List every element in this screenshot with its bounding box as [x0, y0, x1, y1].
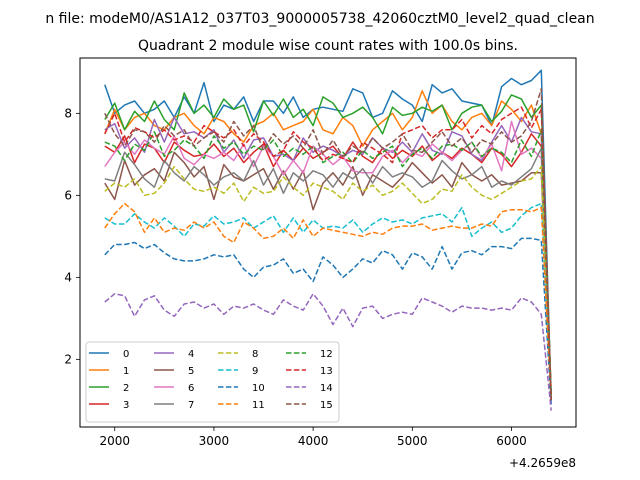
legend-label-13: 13 — [320, 366, 333, 377]
y-axis: 2 4 6 8 — [64, 106, 80, 366]
legend-label-7: 7 — [188, 400, 194, 411]
y-tick-label: 8 — [64, 106, 72, 120]
series-line-0 — [104, 69, 552, 401]
x-offset-label: +4.2659e8 — [509, 456, 576, 470]
legend-label-14: 14 — [320, 383, 333, 394]
legend-label-4: 4 — [188, 349, 194, 360]
series-layer — [104, 69, 552, 411]
x-tick-label: 5000 — [397, 434, 428, 448]
series-line-12 — [104, 129, 552, 397]
legend-label-2: 2 — [123, 383, 129, 394]
series-line-5 — [104, 151, 552, 401]
plot-area: 2000 3000 4000 5000 6000 2 4 6 8 +4.2659e8 — [64, 57, 577, 470]
series-line-2 — [104, 92, 552, 397]
legend-label-9: 9 — [252, 366, 258, 377]
x-tick-label: 4000 — [298, 434, 329, 448]
series-line-1 — [104, 90, 552, 393]
legend-label-1: 1 — [123, 366, 129, 377]
legend-label-3: 3 — [123, 400, 129, 411]
figure-suptitle: n file: modeM0/AS1A12_037T03_9000005738_… — [45, 11, 594, 27]
legend-label-0: 0 — [123, 349, 129, 360]
y-tick-label: 2 — [64, 352, 72, 366]
axes-frame — [79, 57, 577, 428]
legend-label-6: 6 — [188, 383, 194, 394]
legend-label-5: 5 — [188, 366, 194, 377]
legend-label-11: 11 — [252, 400, 265, 411]
x-tick-label: 6000 — [496, 434, 527, 448]
legend-label-8: 8 — [252, 349, 258, 360]
x-tick-label: 3000 — [199, 434, 230, 448]
legend-label-12: 12 — [320, 349, 333, 360]
series-line-15 — [104, 88, 552, 401]
series-line-8 — [104, 165, 552, 397]
series-line-14 — [104, 293, 552, 411]
series-line-10 — [104, 237, 552, 405]
y-tick-label: 4 — [64, 270, 72, 284]
series-line-9 — [104, 202, 552, 393]
series-line-13 — [104, 106, 552, 401]
x-axis: 2000 3000 4000 5000 6000 — [99, 427, 527, 448]
legend-label-15: 15 — [320, 400, 333, 411]
series-line-11 — [104, 202, 552, 401]
chart-title: Quadrant 2 module wise count rates with … — [138, 38, 518, 54]
x-tick-label: 2000 — [99, 434, 130, 448]
y-tick-label: 6 — [64, 188, 72, 202]
series-line-7 — [104, 147, 552, 401]
legend-box — [85, 341, 340, 423]
legend-label-10: 10 — [252, 383, 265, 394]
